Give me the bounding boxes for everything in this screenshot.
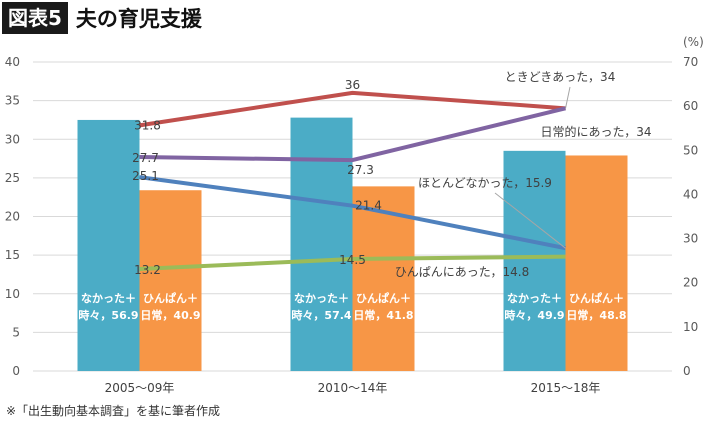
right-tick-label: 0: [683, 364, 691, 378]
x-tick-label: 2010〜14年: [318, 381, 388, 395]
right-axis: 0 10 20 30 40 50 60 70 (%): [683, 35, 704, 378]
point-label: 36: [345, 78, 360, 92]
right-tick-label: 40: [683, 187, 698, 201]
series-name-label: ときどきあった，34: [505, 70, 616, 84]
leader-line: [565, 86, 571, 109]
series-name-label: ひんぱんにあった，14.8: [395, 265, 529, 279]
left-tick-label: 15: [5, 248, 20, 262]
figure-badge: 図表5: [2, 2, 68, 34]
lines: 31.8 36 ときどきあった，34 27.7 27.3 日常的にあった，34 25.1 21…: [132, 70, 651, 279]
left-tick-label: 30: [5, 132, 20, 146]
point-label: 14.5: [339, 253, 366, 267]
right-tick-label: 50: [683, 143, 698, 157]
bar-label: なかった＋時々，57.4: [291, 292, 351, 322]
point-label: 21.4: [355, 199, 382, 213]
bar: [139, 190, 202, 371]
bar-label: ひんぱん＋日常，41.8: [353, 291, 413, 322]
left-tick-label: 0: [12, 364, 20, 378]
series-line: [139, 175, 566, 251]
bar: [503, 150, 566, 371]
bar-label: ひんぱん＋日常，48.8: [566, 291, 626, 322]
bar: [565, 155, 628, 371]
bar-label: なかった＋時々，56.9: [78, 292, 138, 322]
right-axis-unit: (%): [683, 35, 704, 49]
right-tick-label: 70: [683, 55, 698, 69]
right-tick-label: 60: [683, 99, 698, 113]
point-label: 13.2: [134, 263, 161, 277]
left-tick-label: 10: [5, 287, 20, 301]
x-tick-label: 2005〜09年: [105, 381, 175, 395]
x-tick-label: 2015〜18年: [531, 381, 601, 395]
left-tick-label: 25: [5, 171, 20, 185]
series-line: [139, 90, 566, 128]
right-tick-label: 30: [683, 232, 698, 246]
left-tick-label: 40: [5, 55, 20, 69]
series-line: [139, 254, 566, 272]
right-tick-label: 10: [683, 320, 698, 334]
chart-title: 夫の育児支援: [75, 7, 202, 31]
right-tick-label: 20: [683, 276, 698, 290]
bar-label: なかった＋時々，49.9: [504, 292, 564, 322]
leader-line: [494, 192, 566, 249]
source-note: ※「出生動向基本調査」を基に筆者作成: [6, 404, 221, 418]
point-label: 31.8: [134, 118, 161, 132]
bar-label: ひんぱん＋日常，40.9: [140, 291, 200, 322]
bar: [77, 119, 140, 371]
left-tick-label: 35: [5, 94, 20, 108]
left-tick-label: 5: [12, 325, 20, 339]
series-line: [139, 106, 566, 163]
bar: [290, 117, 353, 372]
left-axis: 0 5 10 15 20 25 30 35 40: [5, 55, 20, 378]
header: 図表5 夫の育児支援: [0, 0, 202, 36]
point-label: 27.7: [132, 151, 159, 165]
point-label: 25.1: [132, 169, 159, 183]
point-label: 27.3: [347, 163, 374, 177]
left-tick-label: 20: [5, 210, 20, 224]
x-axis: 2005〜09年 2010〜14年 2015〜18年: [105, 381, 601, 395]
series-name-label: 日常的にあった，34: [540, 124, 651, 139]
series-name-label: ほとんどなかった，15.9: [418, 176, 552, 190]
chart-area: 0 5 10 15 20 25 30 35 40 0 10 20 30 40 50 60 70 (%) なかった…: [5, 35, 704, 395]
